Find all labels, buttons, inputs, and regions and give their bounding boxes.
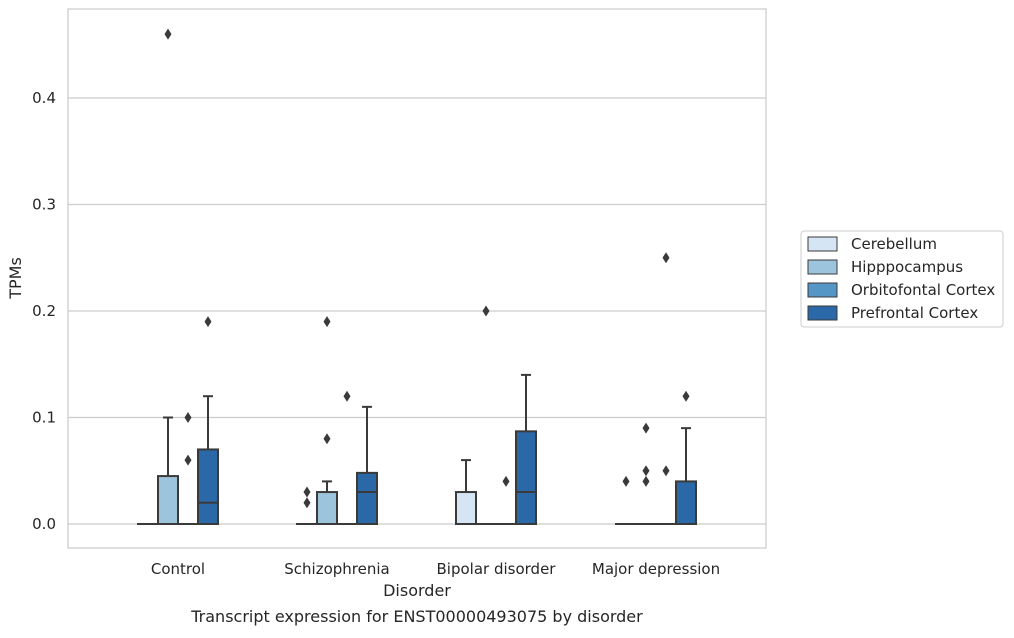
x-tick-label: Schizophrenia xyxy=(284,560,389,578)
legend: Cerebellum Hipppocampus Orbitofontal Corte… xyxy=(801,231,1003,327)
legend-label: Hipppocampus xyxy=(851,258,963,276)
legend-swatch xyxy=(808,306,837,320)
box-body xyxy=(676,481,696,524)
y-tick-label: 0.2 xyxy=(32,302,56,320)
x-tick-label: Major depression xyxy=(592,560,720,578)
legend-label: Prefrontal Cortex xyxy=(851,304,978,322)
chart-caption: Transcript expression for ENST0000049307… xyxy=(190,607,643,626)
legend-swatch xyxy=(808,237,837,251)
box-body xyxy=(198,449,218,524)
y-axis-title: TPMs xyxy=(6,257,25,300)
box-body xyxy=(317,492,337,524)
x-tick-label: Control xyxy=(151,560,205,578)
y-tick-label: 0.4 xyxy=(32,89,56,107)
plot-background xyxy=(68,9,766,548)
legend-label: Cerebellum xyxy=(851,235,937,253)
legend-label: Orbitofontal Cortex xyxy=(851,281,995,299)
x-tick-labels: Control Schizophrenia Bipolar disorder Majo… xyxy=(151,560,720,578)
box-body xyxy=(516,431,536,524)
box-body xyxy=(158,476,178,524)
legend-swatch xyxy=(808,260,837,274)
y-tick-labels: 0.0 0.1 0.2 0.3 0.4 xyxy=(32,89,56,533)
y-tick-label: 0.3 xyxy=(32,196,56,214)
y-tick-label: 0.0 xyxy=(32,515,56,533)
y-tick-label: 0.1 xyxy=(32,409,56,427)
box-body xyxy=(357,473,377,524)
x-axis-title: Disorder xyxy=(383,581,451,600)
x-tick-label: Bipolar disorder xyxy=(437,560,557,578)
legend-swatch xyxy=(808,283,837,297)
box-body xyxy=(456,492,476,524)
